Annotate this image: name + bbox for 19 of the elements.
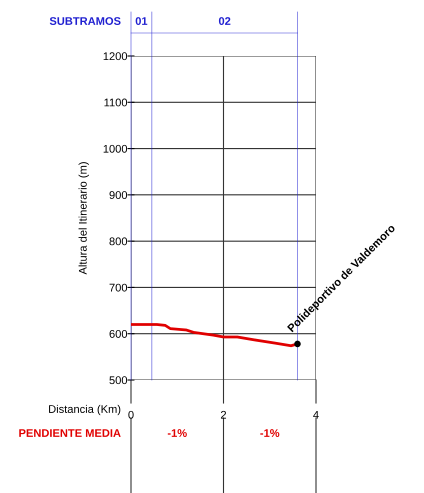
y-tick-label: 1100 [104,98,128,106]
y-tick-label: 900 [110,191,128,199]
y-tick-label: 600 [110,330,128,338]
x-tick-label: 2 [220,410,226,419]
y-tick-label: 700 [110,284,128,292]
y-tick-label: 800 [109,237,128,246]
y-tick-label: 500 [109,376,128,384]
text: SUBTRAMOS [50,17,121,25]
y-axis-title: Altura del Itinerario (m) [78,162,89,274]
x-tick-label: 4 [313,410,319,419]
x-axis-title: Distancia (Km) [49,404,120,416]
text: PENDIENTE MEDIA [19,429,121,437]
text: 02 [218,17,230,25]
y-tick-label: 1000 [104,144,128,153]
text: -1% [260,429,280,437]
text: -1% [168,429,187,437]
y-tick-label: 1200 [104,52,128,60]
text: 01 [136,17,148,25]
x-tick-label: 0 [128,410,134,419]
